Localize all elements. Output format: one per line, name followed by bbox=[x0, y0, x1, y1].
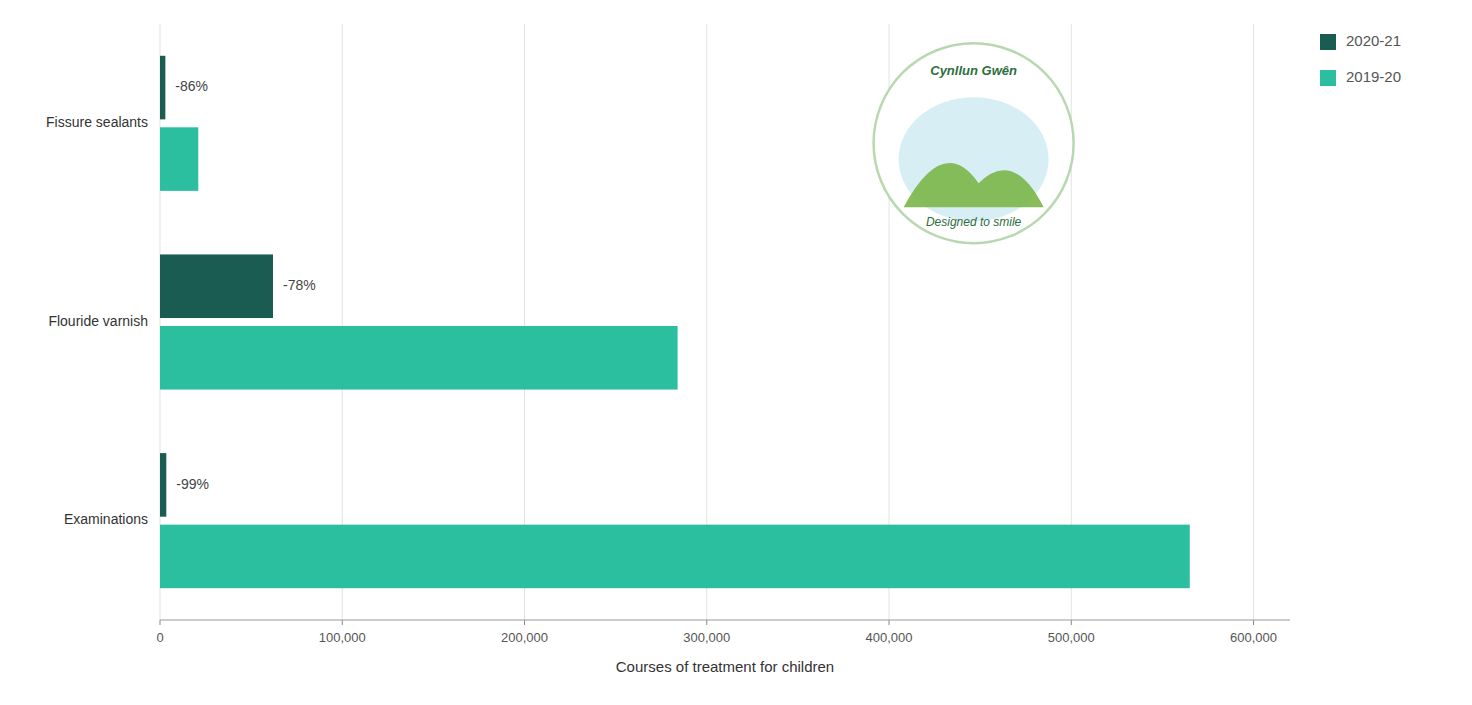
x-axis: 0 100,000 200,000 300,000 400,000 500,000 600,… bbox=[156, 620, 1290, 645]
annotation: -99% bbox=[176, 476, 209, 492]
tick-mark bbox=[342, 620, 343, 625]
tick-mark bbox=[524, 620, 525, 625]
logo-text: Cynllun Gwên bbox=[930, 63, 1017, 78]
bar bbox=[160, 326, 678, 390]
tick-label: 200,000 bbox=[501, 630, 548, 645]
tick-mark bbox=[706, 620, 707, 625]
annotation: -86% bbox=[175, 78, 208, 94]
category-label: Examinations bbox=[64, 511, 148, 527]
x-axis-line bbox=[160, 620, 1290, 621]
tick-mark bbox=[1071, 620, 1072, 625]
logo: Cynllun Gwên Designed to smile bbox=[874, 43, 1074, 243]
bars bbox=[160, 56, 1190, 588]
grid-line bbox=[1253, 24, 1254, 620]
legend-label: 2020-21 bbox=[1346, 32, 1401, 49]
tick-mark bbox=[889, 620, 890, 625]
logo-text: Designed to smile bbox=[926, 215, 1022, 229]
tick-mark bbox=[1253, 620, 1254, 625]
annotation: -78% bbox=[283, 277, 316, 293]
tick-label: 300,000 bbox=[683, 630, 730, 645]
tick-label: 600,000 bbox=[1230, 630, 1277, 645]
legend-swatch bbox=[1320, 70, 1336, 86]
bar bbox=[160, 127, 198, 191]
tick-label: 400,000 bbox=[866, 630, 913, 645]
legend-label: 2019-20 bbox=[1346, 68, 1401, 85]
x-axis-label: Courses of treatment for children bbox=[616, 658, 834, 675]
logo-hills bbox=[904, 163, 1044, 207]
bar bbox=[160, 525, 1190, 589]
bar bbox=[160, 254, 273, 318]
grid bbox=[160, 24, 1254, 620]
category-label: Fissure sealants bbox=[46, 114, 148, 130]
category-label: Flouride varnish bbox=[48, 313, 148, 329]
legend-swatch bbox=[1320, 34, 1336, 50]
chart: 0 100,000 200,000 300,000 400,000 500,000 600,… bbox=[0, 0, 1472, 705]
bar bbox=[160, 453, 166, 517]
bar bbox=[160, 56, 165, 120]
tick-mark bbox=[160, 620, 161, 625]
logo-outline bbox=[874, 43, 1074, 243]
tick-label: 0 bbox=[156, 630, 163, 645]
tick-label: 500,000 bbox=[1048, 630, 1095, 645]
logo-sky bbox=[899, 97, 1049, 221]
tick-label: 100,000 bbox=[319, 630, 366, 645]
legend: 2020-21 2019-20 bbox=[1320, 32, 1401, 86]
